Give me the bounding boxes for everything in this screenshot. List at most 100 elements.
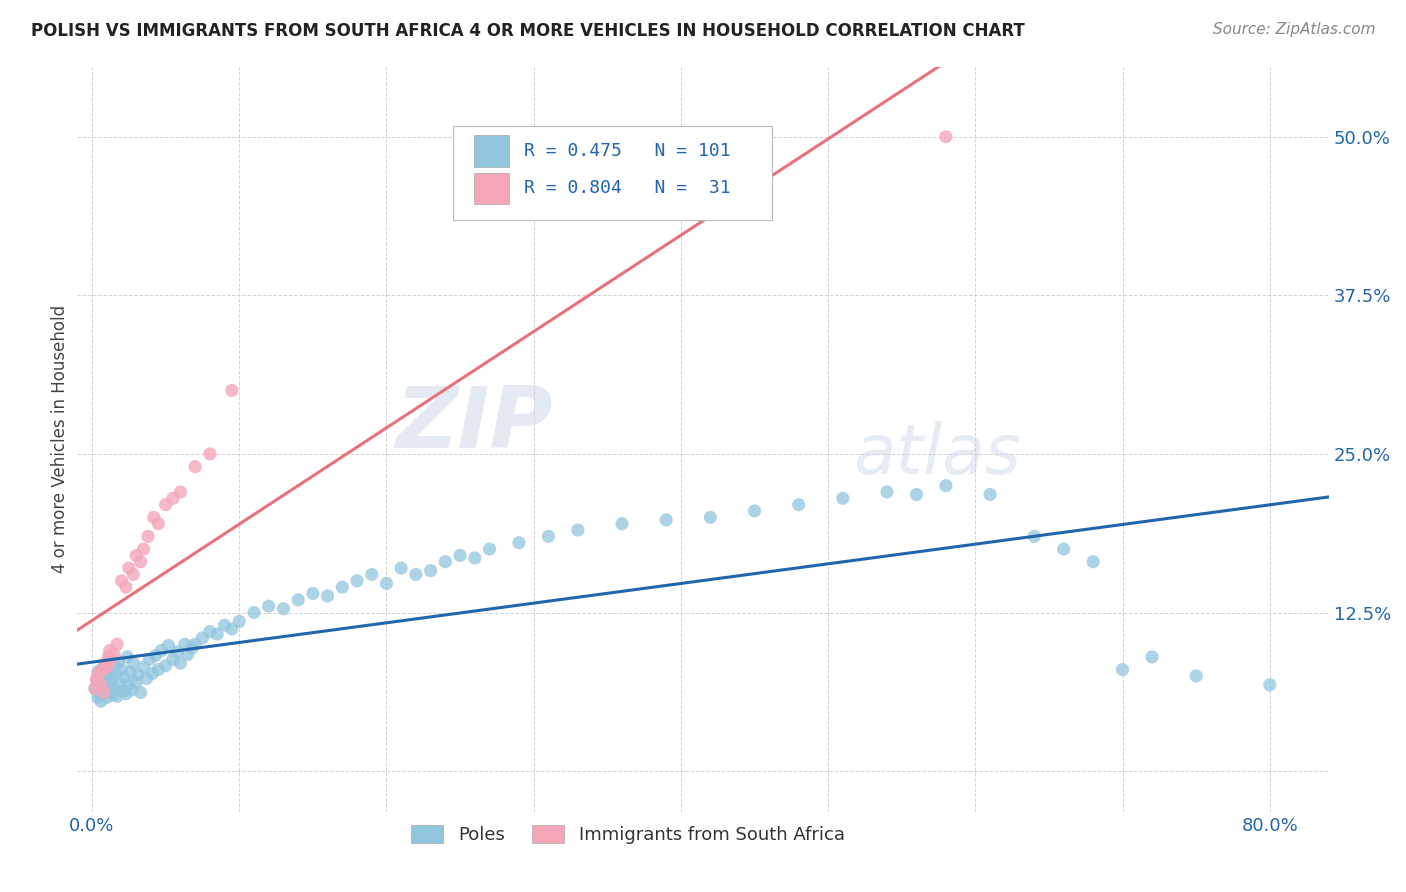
Point [98,652,121,666]
Point [97,649,120,664]
Point [96,660,118,674]
Point [105,637,128,651]
Point [1185,669,1208,683]
Point [115,687,138,701]
Point [110,663,132,677]
Point [132,542,155,557]
Point [831,491,853,506]
Point [122,657,145,671]
Point [87,690,110,705]
Point [103,681,125,696]
Point [155,498,177,512]
Point [125,549,148,563]
Point [1024,529,1046,543]
Point [90,694,112,708]
Point [100,673,122,688]
Point [107,655,129,669]
Point [132,660,155,674]
Point [316,589,339,603]
FancyBboxPatch shape [453,127,772,219]
Point [94,667,117,681]
Point [198,624,221,639]
Point [97,664,120,678]
Legend: Poles, Immigrants from South Africa: Poles, Immigrants from South Africa [404,817,852,851]
Point [115,580,138,594]
Point [166,645,188,659]
Point [449,549,471,563]
Point [405,567,427,582]
Point [135,672,157,686]
Point [567,523,589,537]
Point [198,447,221,461]
Point [98,643,121,657]
Point [1111,663,1133,677]
Point [148,663,170,677]
Point [243,606,266,620]
Point [127,667,149,681]
Point [162,652,184,666]
Point [117,649,139,664]
Point [181,640,204,655]
Point [141,666,163,681]
Point [93,685,115,699]
Text: ZIP: ZIP [395,383,553,466]
Point [155,658,177,673]
Point [537,529,560,543]
Point [1140,649,1163,664]
Point [1081,555,1104,569]
Point [125,675,148,690]
Point [434,555,457,569]
Point [157,639,180,653]
Point [94,675,117,690]
Point [105,690,128,704]
Y-axis label: 4 or more Vehicles in Household: 4 or more Vehicles in Household [51,305,69,574]
Point [169,485,191,500]
Point [90,663,112,677]
Point [121,682,143,697]
Point [89,688,111,702]
Point [1053,542,1076,557]
Point [375,576,398,591]
Point [610,516,633,531]
Point [419,564,441,578]
Point [655,513,678,527]
Point [89,665,111,680]
Point [89,669,111,683]
Point [142,510,165,524]
Point [257,599,280,614]
Point [110,574,132,588]
Point [205,627,228,641]
Point [508,535,530,549]
Point [100,670,122,684]
Point [221,622,243,636]
Point [111,684,134,698]
Point [287,592,309,607]
Text: R = 0.804   N =  31: R = 0.804 N = 31 [524,179,731,197]
Point [191,631,214,645]
FancyBboxPatch shape [474,136,509,167]
Text: R = 0.475   N = 101: R = 0.475 N = 101 [524,142,731,160]
Point [93,685,115,699]
Point [330,580,353,594]
Point [150,643,173,657]
Point [93,660,115,674]
Point [90,678,112,692]
Point [148,516,170,531]
Point [101,688,124,702]
Point [84,681,107,696]
Point [1258,678,1281,692]
Point [360,567,382,582]
Point [979,487,1001,501]
Point [94,657,117,671]
Point [87,665,110,680]
Point [389,561,412,575]
Point [214,618,236,632]
Point [162,491,184,506]
Point [129,685,152,699]
Point [118,561,141,575]
Point [122,567,145,582]
Point [129,555,152,569]
Point [118,678,141,692]
Point [787,498,810,512]
Point [96,657,118,671]
